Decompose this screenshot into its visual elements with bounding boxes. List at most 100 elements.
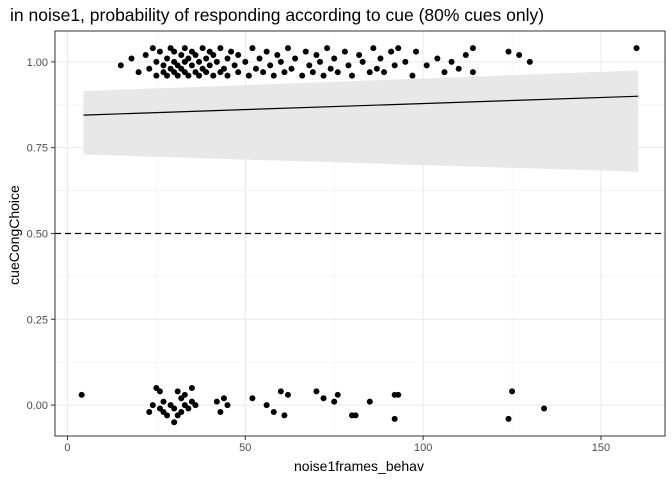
data-point	[434, 55, 441, 62]
data-point	[206, 62, 213, 69]
data-point	[171, 419, 178, 426]
data-point	[160, 62, 167, 69]
data-point	[245, 72, 252, 79]
data-point	[391, 415, 398, 422]
data-point	[270, 408, 277, 415]
data-point	[149, 402, 156, 409]
data-point	[224, 72, 231, 79]
data-point	[235, 69, 242, 76]
data-point	[156, 388, 163, 395]
data-point	[174, 72, 181, 79]
data-point	[188, 384, 195, 391]
data-point	[249, 395, 256, 402]
data-point	[516, 52, 523, 59]
data-point	[505, 48, 512, 55]
data-point	[331, 55, 338, 62]
y-axis: 0.00 0.25 0.50 0.75 1.00	[27, 57, 55, 412]
data-point	[231, 62, 238, 69]
data-point	[373, 65, 380, 72]
data-point	[370, 45, 377, 52]
x-axis: 0 50 100 150	[64, 436, 610, 454]
data-point	[146, 65, 153, 72]
data-point	[334, 69, 341, 76]
data-point	[284, 391, 291, 398]
data-point	[178, 408, 185, 415]
y-tick-label: 0.00	[27, 400, 48, 412]
data-point	[153, 72, 160, 79]
data-point	[146, 408, 153, 415]
data-point	[128, 55, 135, 62]
data-point	[181, 391, 188, 398]
data-point	[316, 58, 323, 65]
data-point	[171, 48, 178, 55]
data-point	[213, 58, 220, 65]
data-point	[469, 69, 476, 76]
data-point	[228, 48, 235, 55]
data-point	[164, 55, 171, 62]
data-point	[210, 72, 217, 79]
data-point	[220, 65, 227, 72]
data-point	[277, 388, 284, 395]
data-point	[203, 55, 210, 62]
data-point	[388, 48, 395, 55]
data-point	[299, 72, 306, 79]
data-point	[188, 62, 195, 69]
data-point	[509, 388, 516, 395]
data-point	[160, 398, 167, 405]
confidence-ribbon	[83, 70, 639, 172]
data-point	[306, 62, 313, 69]
data-point	[220, 395, 227, 402]
data-point	[153, 58, 160, 65]
data-point	[423, 62, 430, 69]
data-point	[469, 45, 476, 52]
data-point	[256, 55, 263, 62]
x-axis-title: noise1frames_behav	[294, 458, 424, 474]
data-point	[409, 72, 416, 79]
data-point	[352, 412, 359, 419]
data-point	[252, 65, 259, 72]
data-point	[462, 52, 469, 59]
data-point	[284, 45, 291, 52]
y-tick-label: 1.00	[27, 57, 48, 69]
data-point	[174, 388, 181, 395]
data-point	[402, 58, 409, 65]
data-point	[377, 55, 384, 62]
fit-line-group	[83, 95, 639, 116]
data-point	[320, 72, 327, 79]
data-point	[313, 388, 320, 395]
data-point	[366, 398, 373, 405]
data-point	[281, 412, 288, 419]
data-point	[334, 391, 341, 398]
data-point	[413, 48, 420, 55]
data-point	[267, 62, 274, 69]
data-point	[356, 52, 363, 59]
data-point	[263, 402, 270, 409]
data-point	[320, 395, 327, 402]
data-point	[235, 52, 242, 59]
data-point	[185, 72, 192, 79]
confidence-band	[83, 70, 639, 172]
y-tick-label: 0.75	[27, 143, 48, 155]
data-point	[327, 65, 334, 72]
x-tick-label: 100	[414, 442, 432, 454]
data-point	[249, 45, 256, 52]
data-point	[277, 58, 284, 65]
data-point	[171, 405, 178, 412]
data-point	[142, 52, 149, 59]
data-point	[302, 48, 309, 55]
data-point	[196, 58, 203, 65]
data-point	[313, 52, 320, 59]
data-point	[203, 69, 210, 76]
data-point	[505, 415, 512, 422]
data-point	[192, 402, 199, 409]
data-point	[196, 72, 203, 79]
data-point	[149, 45, 156, 52]
data-point	[217, 45, 224, 52]
data-point	[242, 58, 249, 65]
data-point	[181, 45, 188, 52]
data-point	[633, 45, 640, 52]
data-point	[185, 55, 192, 62]
y-axis-title: cueCongChoice	[6, 185, 22, 285]
data-point	[331, 398, 338, 405]
data-point	[178, 52, 185, 59]
